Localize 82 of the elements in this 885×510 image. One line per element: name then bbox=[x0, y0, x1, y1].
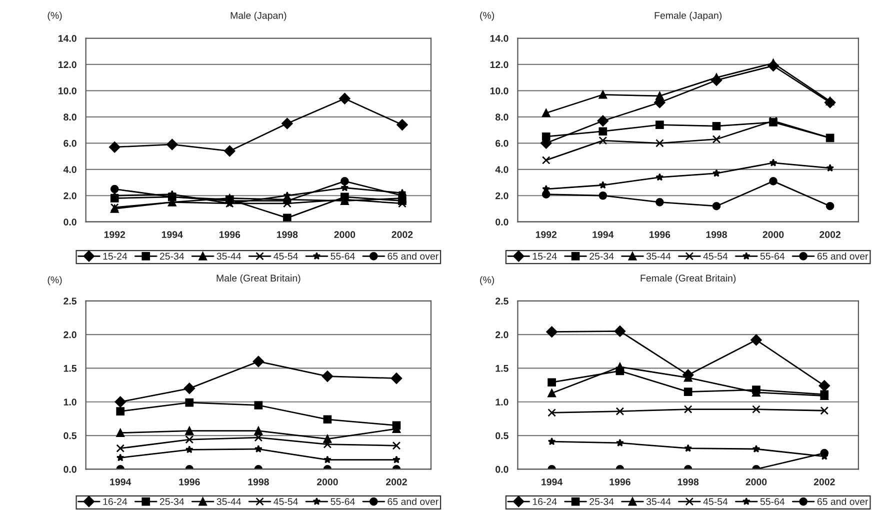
y-tick-label: 14.0 bbox=[490, 34, 508, 42]
x-tick-label: 2000 bbox=[762, 231, 784, 238]
x-tick-label: 2000 bbox=[334, 231, 356, 238]
legend-label: 45-54 bbox=[703, 498, 728, 506]
legend-label: 25-34 bbox=[160, 498, 184, 506]
y-tick-label: 12.0 bbox=[58, 61, 76, 68]
y-tick-label: 2.0 bbox=[496, 192, 508, 200]
legend-label: 65 and over bbox=[388, 252, 438, 260]
x-tick-label: 1996 bbox=[649, 231, 670, 238]
y-tick-label: 0.5 bbox=[64, 432, 77, 440]
x-tick-label: 1996 bbox=[610, 478, 630, 486]
legend-label: 25-34 bbox=[590, 498, 614, 506]
legend-label: 55-64 bbox=[330, 498, 355, 506]
x-tick-label: 1994 bbox=[162, 231, 183, 238]
x-tick-label: 2002 bbox=[386, 478, 407, 486]
y-tick-label: 14.0 bbox=[58, 34, 76, 42]
y-tick-label: 6.0 bbox=[496, 140, 508, 147]
x-tick-label: 1994 bbox=[110, 478, 132, 486]
x-tick-label: 1992 bbox=[536, 231, 557, 238]
y-tick-label: 8.0 bbox=[495, 114, 508, 121]
x-tick-label: 1998 bbox=[276, 231, 298, 238]
x-tick-label: 2002 bbox=[820, 231, 840, 238]
chart-title: Female (Great Britain) bbox=[640, 274, 736, 284]
y-tick-label: 6.0 bbox=[64, 140, 76, 147]
y-tick-label: 0.0 bbox=[64, 466, 76, 473]
y-tick-label: 8.0 bbox=[64, 114, 76, 121]
legend-label: 35-44 bbox=[646, 498, 671, 506]
y-axis-title: (%) bbox=[48, 12, 62, 21]
legend-label: 65 and over bbox=[817, 498, 868, 506]
legend-label: 45-54 bbox=[274, 252, 298, 260]
y-tick-label: 10.0 bbox=[490, 87, 508, 94]
chart-title: Male (Japan) bbox=[230, 12, 286, 21]
x-tick-label: 1996 bbox=[219, 231, 240, 238]
legend-label: 35-44 bbox=[646, 252, 671, 260]
y-tick-label: 2.5 bbox=[496, 298, 508, 305]
x-tick-label: 1996 bbox=[179, 478, 200, 486]
x-tick-label: 2000 bbox=[746, 478, 767, 486]
y-tick-label: 2.0 bbox=[64, 331, 76, 338]
legend-label: 35-44 bbox=[216, 252, 242, 260]
x-tick-label: 2000 bbox=[316, 478, 338, 486]
legend-label: 65 and over bbox=[817, 252, 868, 260]
chart-title: Female (Japan) bbox=[654, 12, 722, 21]
legend-label: 16-24 bbox=[103, 498, 128, 506]
y-tick-label: 12.0 bbox=[490, 61, 508, 68]
y-tick-label: 1.0 bbox=[64, 398, 76, 406]
y-tick-label: 2.0 bbox=[64, 192, 76, 200]
y-tick-label: 0.0 bbox=[496, 218, 508, 226]
legend-label: 16-24 bbox=[532, 498, 557, 506]
y-tick-label: 4.0 bbox=[495, 166, 508, 174]
y-axis-title: (%) bbox=[480, 276, 494, 286]
legend-label: 15-24 bbox=[103, 252, 128, 260]
legend-label: 55-64 bbox=[760, 252, 785, 260]
x-tick-label: 1994 bbox=[542, 478, 563, 486]
x-tick-label: 1998 bbox=[678, 478, 699, 486]
y-tick-label: 0.0 bbox=[64, 218, 76, 226]
y-tick-label: 1.5 bbox=[496, 365, 508, 372]
legend-label: 25-34 bbox=[160, 252, 184, 260]
legend-label: 35-44 bbox=[216, 498, 242, 506]
legend-label: 55-64 bbox=[760, 498, 785, 506]
x-tick-label: 2002 bbox=[814, 478, 835, 486]
y-tick-label: 10.0 bbox=[58, 87, 76, 94]
legend-label: 15-24 bbox=[532, 252, 557, 260]
legend-label: 25-34 bbox=[590, 252, 614, 260]
x-tick-label: 1994 bbox=[592, 231, 614, 238]
x-tick-label: 1998 bbox=[706, 231, 727, 238]
y-tick-label: 0.0 bbox=[496, 466, 508, 473]
y-tick-label: 0.5 bbox=[496, 432, 508, 440]
x-tick-label: 2002 bbox=[392, 231, 413, 238]
chart-title: Male (Great Britain) bbox=[216, 274, 300, 284]
legend-label: 45-54 bbox=[703, 252, 728, 260]
legend-label: 45-54 bbox=[274, 498, 298, 506]
y-tick-label: 2.5 bbox=[64, 298, 77, 305]
y-axis-title: (%) bbox=[480, 12, 494, 21]
legend-label: 65 and over bbox=[388, 498, 438, 506]
legend-label: 55-64 bbox=[330, 252, 355, 260]
y-tick-label: 1.5 bbox=[64, 365, 77, 372]
y-tick-label: 2.0 bbox=[496, 331, 508, 338]
x-tick-label: 1998 bbox=[248, 478, 269, 486]
y-tick-label: 4.0 bbox=[63, 166, 76, 174]
y-axis-title: (%) bbox=[48, 276, 62, 286]
x-tick-label: 1992 bbox=[104, 231, 126, 238]
y-tick-label: 1.0 bbox=[496, 398, 508, 406]
